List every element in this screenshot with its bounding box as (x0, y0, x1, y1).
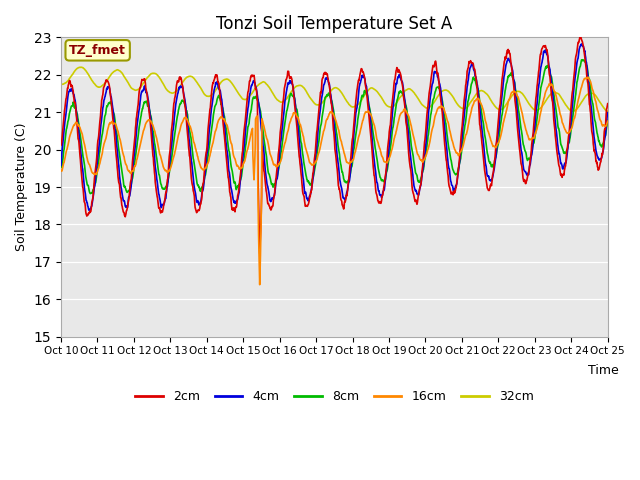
Text: TZ_fmet: TZ_fmet (69, 44, 126, 57)
Y-axis label: Soil Temperature (C): Soil Temperature (C) (15, 123, 28, 252)
Title: Tonzi Soil Temperature Set A: Tonzi Soil Temperature Set A (216, 15, 452, 33)
X-axis label: Time: Time (588, 364, 619, 377)
Legend: 2cm, 4cm, 8cm, 16cm, 32cm: 2cm, 4cm, 8cm, 16cm, 32cm (130, 385, 538, 408)
